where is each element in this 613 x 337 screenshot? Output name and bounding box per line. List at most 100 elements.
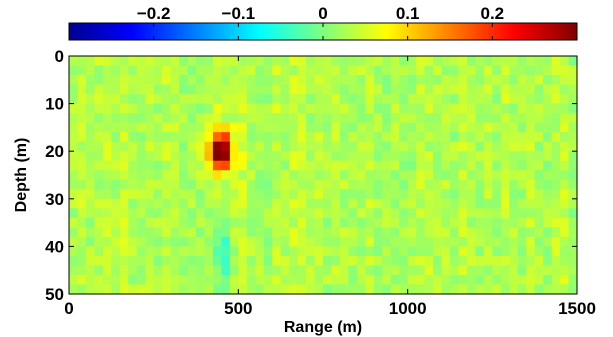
heatmap-cell — [102, 265, 112, 276]
heatmap-cell — [77, 94, 87, 105]
heatmap-cell — [128, 56, 138, 67]
heatmap-cell — [263, 151, 273, 162]
heatmap-cell — [433, 208, 443, 219]
heatmap-cell — [500, 189, 510, 200]
heatmap-cell — [204, 84, 214, 95]
heatmap-cell — [424, 198, 434, 209]
heatmap-cell — [229, 246, 239, 257]
heatmap-cell — [128, 255, 138, 267]
heatmap-cell — [204, 122, 214, 133]
heatmap-cell — [356, 132, 366, 143]
heatmap-cell — [145, 179, 155, 190]
heatmap-cell — [221, 151, 231, 162]
heatmap-cell — [229, 189, 239, 200]
heatmap-cell — [297, 227, 307, 238]
heatmap-cell — [111, 141, 121, 152]
heatmap-cell — [314, 217, 324, 228]
heatmap-cell — [424, 75, 434, 86]
heatmap-cell — [517, 151, 527, 162]
heatmap-cell — [119, 198, 129, 209]
heatmap-cell — [466, 84, 476, 95]
heatmap-cell — [314, 56, 324, 67]
heatmap-cell — [314, 75, 324, 86]
heatmap-cell — [136, 113, 146, 124]
heatmap-cell — [373, 255, 383, 267]
heatmap-cell — [348, 84, 358, 95]
heatmap-cell — [416, 208, 426, 219]
heatmap-cell — [458, 94, 468, 105]
heatmap-cell — [196, 75, 206, 86]
heatmap-cell — [543, 65, 553, 76]
heatmap-cell — [526, 94, 536, 105]
heatmap-cell — [221, 75, 231, 86]
heatmap-cell — [94, 265, 104, 276]
heatmap-cell — [238, 151, 248, 162]
heatmap-cell — [450, 65, 460, 76]
heatmap-cell — [348, 179, 358, 190]
heatmap-cell — [365, 236, 375, 247]
heatmap-cell — [289, 122, 299, 133]
heatmap-cell — [483, 198, 493, 209]
heatmap-cell — [526, 274, 536, 286]
heatmap-cell — [246, 141, 256, 152]
heatmap-cell — [475, 246, 485, 257]
heatmap-cell — [221, 236, 231, 247]
heatmap-cell — [272, 151, 282, 162]
heatmap-cell — [102, 217, 112, 228]
heatmap-cell — [560, 65, 570, 76]
heatmap-cell — [111, 274, 121, 286]
heatmap-cell — [289, 132, 299, 143]
heatmap-cell — [153, 179, 163, 190]
heatmap-cell — [365, 198, 375, 209]
heatmap-cell — [119, 227, 129, 238]
heatmap-cell — [111, 113, 121, 124]
heatmap-cell — [111, 132, 121, 143]
heatmap-cell — [543, 84, 553, 95]
heatmap-cell — [119, 132, 129, 143]
heatmap-cell — [323, 75, 333, 86]
heatmap-cell — [246, 103, 256, 114]
heatmap-cell — [458, 236, 468, 247]
heatmap-cell — [136, 132, 146, 143]
heatmap-cell — [534, 236, 544, 247]
heatmap-cell — [289, 246, 299, 257]
heatmap-cell — [441, 217, 451, 228]
heatmap-cell — [492, 170, 502, 181]
heatmap-cell — [128, 208, 138, 219]
heatmap-cell — [424, 179, 434, 190]
heatmap-cell — [187, 208, 197, 219]
heatmap-cell — [314, 65, 324, 76]
heatmap-cell — [492, 236, 502, 247]
heatmap-cell — [416, 236, 426, 247]
heatmap-cell — [102, 113, 112, 124]
heatmap-cell — [85, 217, 95, 228]
heatmap-cell — [390, 56, 400, 67]
heatmap-cell — [517, 236, 527, 247]
heatmap-cell — [424, 170, 434, 181]
heatmap-cell — [238, 141, 248, 152]
heatmap-cell — [221, 94, 231, 105]
heatmap-cell — [136, 265, 146, 276]
heatmap-cell — [441, 122, 451, 133]
heatmap-cell — [356, 65, 366, 76]
heatmap-cell — [170, 170, 180, 181]
heatmap-cell — [526, 265, 536, 276]
heatmap-cell — [289, 103, 299, 114]
heatmap-cell — [162, 65, 172, 76]
heatmap-cell — [170, 56, 180, 67]
heatmap-cell — [162, 189, 172, 200]
heatmap-cell — [382, 151, 392, 162]
heatmap-cell — [85, 113, 95, 124]
heatmap-cell — [77, 160, 87, 171]
heatmap-cell — [551, 113, 561, 124]
heatmap-cell — [399, 56, 409, 67]
heatmap-cell — [509, 198, 519, 209]
heatmap-cell — [433, 56, 443, 67]
heatmap-cell — [136, 103, 146, 114]
heatmap-cell — [246, 265, 256, 276]
heatmap-cell — [179, 160, 189, 171]
heatmap-cell — [339, 255, 349, 267]
heatmap-cell — [331, 65, 341, 76]
heatmap-cell — [433, 84, 443, 95]
heatmap-cell — [339, 160, 349, 171]
